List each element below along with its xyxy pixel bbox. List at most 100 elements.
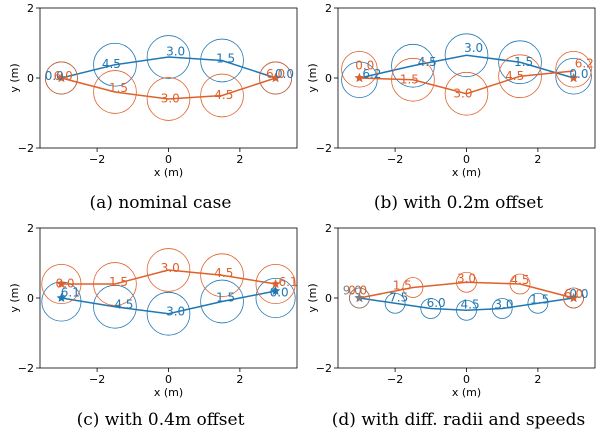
trajectory-blue: [359, 54, 574, 79]
safety-circle-orange-2: [146, 77, 191, 121]
goal-marker-orange: [568, 73, 579, 83]
safety-circle-blue-3: [200, 38, 244, 83]
safety-circle-blue-4: [527, 292, 549, 314]
subplot-caption: (c) with 0.4m offset: [77, 410, 245, 430]
time-label-orange-2: 3.0: [161, 261, 180, 275]
x-tick-label: −2: [387, 373, 403, 386]
time-label-orange-1: 1.5: [400, 72, 419, 86]
subplot-1: 0.04.53.0 1.50.06.01.53.0 4.56.0−2 0 2−202x …: [8, 2, 298, 213]
trajectory-orange: [359, 70, 574, 95]
trajectory-orange: [61, 77, 276, 100]
start-marker-orange: [354, 73, 365, 83]
goal-marker-orange: [270, 279, 281, 289]
time-label-blue-1: 6.0: [427, 296, 446, 310]
safety-circle-orange-1: [402, 277, 424, 298]
time-label-blue-2: 3.0: [464, 41, 483, 55]
time-label-orange-1: 1.5: [109, 81, 128, 95]
y-tick-label: 2: [325, 222, 332, 235]
x-tick-label: −2: [387, 153, 403, 166]
time-label-orange-0: 0.0: [355, 58, 374, 72]
trajectory-blue: [359, 297, 574, 312]
safety-circle-gray-0: [349, 287, 370, 309]
x-tick-label: −2: [89, 153, 105, 166]
x-tick-label: 2: [236, 153, 243, 166]
time-label-blue-3: 1.5: [216, 291, 235, 305]
time-label-orange-1: 1.5: [393, 278, 412, 292]
safety-circle-blue-3: [498, 40, 542, 85]
x-tick-label: 0: [463, 373, 470, 386]
safety-circle-orange-0: [44, 61, 78, 95]
time-label-orange-4: 6.0: [564, 287, 583, 301]
time-label-blue-0: 7.5: [389, 291, 408, 305]
safety-circle-blue-3: [200, 279, 244, 324]
time-label-blue-4: 0.0: [275, 67, 294, 81]
safety-circle-blue-2: [146, 291, 191, 336]
safety-circle-orange-1: [93, 70, 137, 114]
y-axis-label: y (m): [306, 63, 319, 92]
y-tick-label: 0: [325, 292, 332, 305]
x-axis-label: x (m): [452, 166, 481, 179]
trajectory-orange: [61, 269, 276, 285]
trajectory-orange: [359, 281, 574, 299]
safety-circle-orange-4: [555, 51, 592, 88]
start-marker-orange: [56, 73, 67, 83]
time-label-orange-1: 1.5: [109, 275, 128, 289]
safety-circle-blue-4: [555, 58, 592, 95]
x-axis-label: x (m): [154, 166, 183, 179]
time-label-blue-0: 6.2: [362, 67, 381, 81]
x-axis-label: x (m): [154, 386, 183, 399]
safety-circle-blue-2: [146, 35, 191, 79]
y-tick-label: −2: [18, 362, 34, 375]
safety-circle-blue-2: [444, 33, 489, 78]
goal-marker-orange: [568, 293, 579, 303]
time-label-orange-2: 3.0: [457, 271, 476, 285]
time-label-orange-2: 3.0: [161, 92, 180, 106]
x-tick-label: 0: [165, 153, 172, 166]
goal-marker-orange: [270, 73, 281, 83]
safety-circle-orange-0: [341, 51, 378, 88]
time-label-orange-3: 4.5: [505, 69, 524, 83]
subplot-caption: (d) with diff. radii and speeds: [332, 410, 585, 430]
safety-circle-blue-0: [384, 292, 406, 314]
y-tick-label: 0: [27, 292, 34, 305]
time-label-blue-1: 4.5: [114, 298, 133, 312]
start-marker-orange: [56, 279, 67, 289]
x-tick-label: −2: [89, 373, 105, 386]
time-label-orange-3: 4.5: [510, 273, 529, 287]
time-label-blue-0: 0.0: [45, 69, 64, 83]
y-axis-label: y (m): [8, 63, 21, 92]
time-label-blue-2: 3.0: [166, 305, 185, 319]
y-tick-label: −2: [18, 142, 34, 155]
safety-circle-orange-3: [200, 73, 244, 118]
safety-circle-blue-4: [255, 277, 296, 319]
time-label-orange-2: 3.0: [453, 86, 472, 100]
goal-marker-gray: [354, 293, 365, 303]
time-label-blue-4: 0.0: [270, 285, 289, 299]
y-tick-label: −2: [316, 362, 332, 375]
time-label-blue-4: 1.5: [530, 292, 549, 306]
subplot-4: 7.5 6.0 4.5 3.0 1.5 0.0 0.0 1.5 3.0 4.5 6.0 9.0 −2 0 2…: [306, 222, 596, 430]
safety-circle-blue-1: [391, 43, 435, 88]
safety-circle-blue-1: [93, 284, 137, 329]
y-tick-label: −2: [316, 142, 332, 155]
x-axis-label: x (m): [452, 386, 481, 399]
time-label-orange-3: 4.5: [214, 88, 233, 102]
plot-area: [41, 248, 296, 336]
safety-circle-blue-1: [93, 42, 137, 87]
time-label-blue-1: 4.5: [418, 55, 437, 69]
time-label-blue-3: 1.5: [514, 55, 533, 69]
safety-circle-orange-3: [200, 253, 244, 298]
time-label-orange-0: 0.0: [348, 284, 367, 298]
time-label-blue-1: 4.5: [102, 57, 121, 71]
x-tick-label: 2: [534, 153, 541, 166]
safety-circle-orange-2: [444, 71, 489, 116]
x-tick-label: 0: [165, 373, 172, 386]
y-tick-label: 2: [27, 2, 34, 15]
time-label-blue-2: 3.0: [166, 44, 185, 58]
y-tick-label: 0: [325, 72, 332, 85]
time-label-gray-0: 9.0: [343, 284, 362, 298]
x-tick-label: 2: [534, 373, 541, 386]
time-label-blue-0: 6.1: [61, 285, 80, 299]
time-label-blue-5: 0.0: [569, 287, 588, 301]
